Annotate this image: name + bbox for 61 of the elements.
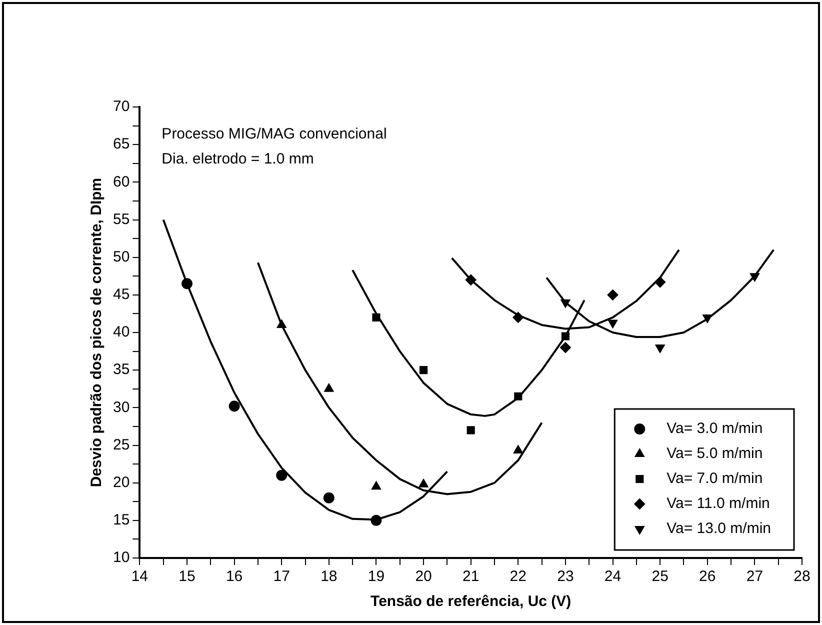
y-tick-label: 50 xyxy=(112,248,130,266)
annotation: Processo MIG/MAG convencional xyxy=(162,126,387,143)
x-axis-title: Tensão de referência, Uc (V) xyxy=(370,593,572,610)
point xyxy=(181,278,192,290)
y-tick-label: 45 xyxy=(112,286,130,304)
point xyxy=(560,299,570,308)
point xyxy=(276,470,288,481)
point xyxy=(466,426,475,434)
y-tick-label: 35 xyxy=(112,361,130,378)
annotation: Dia. eletrodo = 1.0 mm xyxy=(162,150,314,168)
x-tick-label: 28 xyxy=(794,568,810,586)
point xyxy=(560,342,571,354)
y-tick-label: 40 xyxy=(112,324,130,341)
point xyxy=(371,481,382,490)
x-tick-label: 25 xyxy=(652,568,668,586)
y-tick-label: 10 xyxy=(112,549,130,566)
x-tick-label: 14 xyxy=(131,568,148,586)
point xyxy=(420,366,428,374)
y-tick-label: 15 xyxy=(112,512,130,529)
point xyxy=(654,276,666,288)
x-tick-label: 15 xyxy=(178,568,196,586)
point xyxy=(607,289,618,300)
point xyxy=(513,445,523,454)
y-tick-label: 65 xyxy=(112,136,130,153)
legend-label: Va= 3.0 m/min xyxy=(666,420,763,438)
point xyxy=(370,514,382,526)
x-tick-label: 26 xyxy=(699,568,716,586)
point xyxy=(228,400,240,412)
y-tick-label: 30 xyxy=(112,398,130,416)
legend-label: Va= 7.0 m/min xyxy=(666,470,763,488)
x-tick-label: 20 xyxy=(415,568,432,586)
y-tick-label: 25 xyxy=(112,436,130,454)
point xyxy=(608,320,618,328)
y-tick-label: 20 xyxy=(112,474,130,491)
point xyxy=(324,383,334,392)
x-tick-label: 23 xyxy=(557,568,574,586)
x-tick-label: 22 xyxy=(510,568,526,586)
point xyxy=(372,313,380,322)
point xyxy=(750,273,760,282)
x-tick-label: 19 xyxy=(368,568,385,586)
x-tick-label: 16 xyxy=(226,568,243,586)
point xyxy=(514,392,522,400)
x-tick-label: 17 xyxy=(273,568,290,586)
point xyxy=(655,344,665,354)
x-tick-label: 27 xyxy=(746,568,764,586)
point xyxy=(465,274,476,286)
y-tick-label: 70 xyxy=(112,98,130,116)
y-tick-label: 55 xyxy=(112,210,130,228)
x-tick-label: 24 xyxy=(604,568,622,586)
legend-label: Va= 11.0 m/min xyxy=(666,495,770,512)
point xyxy=(702,314,712,323)
point xyxy=(323,492,334,504)
y-tick-label: 60 xyxy=(112,173,130,190)
x-tick-label: 21 xyxy=(462,568,480,586)
point xyxy=(561,332,570,340)
y-axis-title: Desvio padrão dos picos de corrente, DIpm xyxy=(88,178,106,488)
legend-label: Va= 5.0 m/min xyxy=(666,445,763,462)
x-tick-label: 18 xyxy=(320,568,338,586)
legend-label: Va= 13.0 m/min xyxy=(666,520,772,538)
point xyxy=(418,478,428,488)
point xyxy=(512,312,524,323)
